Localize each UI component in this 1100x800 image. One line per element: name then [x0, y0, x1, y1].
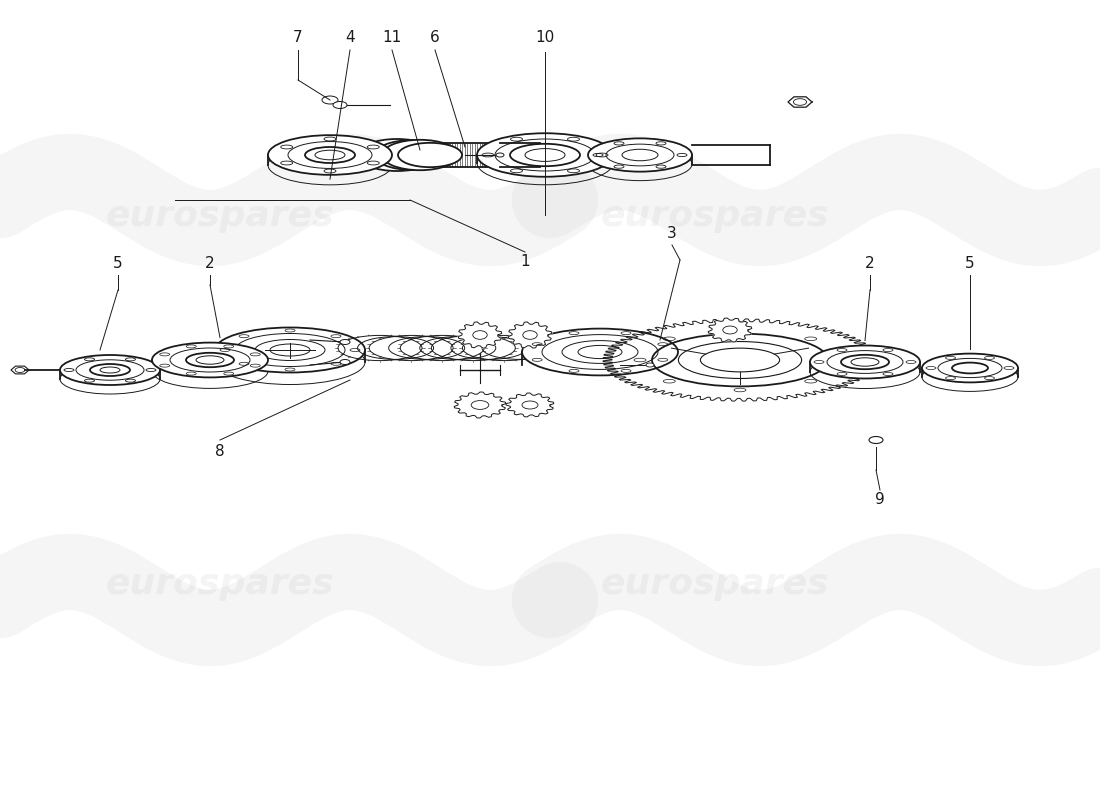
Text: 2: 2	[206, 255, 214, 270]
Text: 8: 8	[216, 445, 224, 459]
Text: 6: 6	[430, 30, 440, 46]
Text: 5: 5	[965, 255, 975, 270]
Ellipse shape	[588, 138, 692, 172]
Polygon shape	[459, 322, 502, 348]
Ellipse shape	[382, 140, 458, 170]
Ellipse shape	[922, 354, 1018, 382]
Text: 10: 10	[536, 30, 554, 46]
Text: eurospares: eurospares	[106, 567, 334, 601]
Ellipse shape	[340, 359, 350, 365]
Ellipse shape	[268, 135, 392, 175]
Ellipse shape	[496, 153, 504, 157]
Text: 3: 3	[667, 226, 676, 241]
Ellipse shape	[152, 342, 268, 378]
Text: 2: 2	[866, 255, 874, 270]
Ellipse shape	[60, 355, 160, 385]
Text: 1: 1	[520, 254, 530, 270]
Ellipse shape	[322, 96, 338, 104]
Text: 11: 11	[383, 30, 402, 46]
Ellipse shape	[869, 437, 883, 443]
Polygon shape	[508, 322, 552, 348]
Text: 9: 9	[876, 493, 884, 507]
Text: eurospares: eurospares	[106, 199, 334, 233]
Ellipse shape	[398, 143, 462, 167]
Text: eurospares: eurospares	[601, 199, 829, 233]
Text: eurospares: eurospares	[601, 567, 829, 601]
Text: 5: 5	[113, 255, 123, 270]
Ellipse shape	[358, 139, 437, 171]
Polygon shape	[603, 319, 877, 401]
Ellipse shape	[810, 346, 920, 378]
Ellipse shape	[340, 339, 350, 345]
Ellipse shape	[477, 134, 613, 177]
Polygon shape	[506, 393, 553, 417]
Polygon shape	[454, 392, 506, 418]
Polygon shape	[708, 318, 751, 342]
Ellipse shape	[375, 140, 446, 170]
Ellipse shape	[214, 327, 365, 373]
Text: 4: 4	[345, 30, 355, 46]
Ellipse shape	[646, 363, 654, 367]
Ellipse shape	[333, 102, 346, 109]
Ellipse shape	[522, 329, 678, 375]
Text: 7: 7	[294, 30, 302, 46]
